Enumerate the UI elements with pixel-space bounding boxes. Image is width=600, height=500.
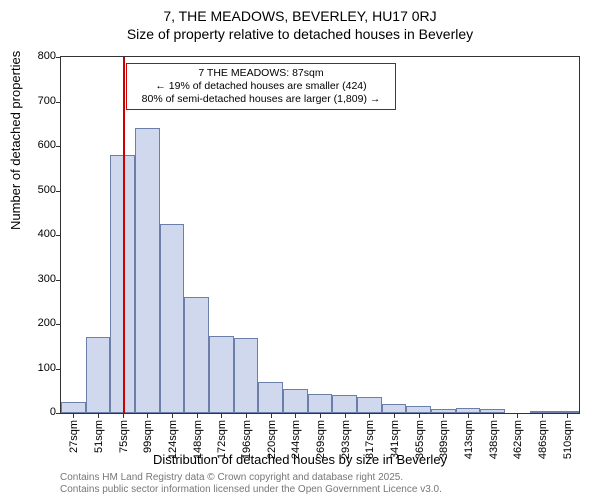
x-tick (295, 413, 296, 418)
y-tick-label: 200 (38, 317, 56, 329)
x-tick (123, 413, 124, 418)
x-tick-label: 148sqm (192, 420, 204, 459)
x-tick-label: 172sqm (216, 420, 228, 459)
y-tick-label: 800 (38, 50, 56, 62)
y-tick-label: 700 (38, 95, 56, 107)
x-tick (517, 413, 518, 418)
histogram-bar (86, 337, 111, 413)
histogram-bar (332, 395, 357, 413)
x-tick (98, 413, 99, 418)
x-tick (172, 413, 173, 418)
annotation-line: 7 THE MEADOWS: 87sqm (133, 67, 389, 80)
histogram-bar (258, 382, 283, 413)
x-tick (147, 413, 148, 418)
x-tick-label: 51sqm (93, 420, 105, 453)
footer-line1: Contains HM Land Registry data © Crown c… (60, 472, 442, 484)
histogram-bar (135, 128, 160, 413)
x-tick-label: 75sqm (118, 420, 130, 453)
histogram-bar (283, 389, 308, 413)
y-tick (56, 413, 61, 414)
x-tick (221, 413, 222, 418)
x-tick-label: 510sqm (562, 420, 574, 459)
x-tick-label: 27sqm (68, 420, 80, 453)
x-tick-label: 220sqm (266, 420, 278, 459)
y-tick (56, 280, 61, 281)
annotation-box: 7 THE MEADOWS: 87sqm← 19% of detached ho… (126, 63, 396, 110)
x-tick (197, 413, 198, 418)
x-tick (443, 413, 444, 418)
x-tick-label: 438sqm (488, 420, 500, 459)
histogram-bar (382, 404, 407, 413)
y-tick (56, 57, 61, 58)
x-tick (73, 413, 74, 418)
y-tick (56, 235, 61, 236)
y-tick (56, 324, 61, 325)
y-tick-label: 0 (50, 406, 56, 418)
histogram-bar (61, 402, 86, 413)
x-tick (320, 413, 321, 418)
footer-attribution: Contains HM Land Registry data © Crown c… (60, 472, 442, 496)
x-tick-label: 269sqm (315, 420, 327, 459)
x-tick-label: 293sqm (340, 420, 352, 459)
footer-line2: Contains public sector information licen… (60, 484, 442, 496)
property-marker-line (123, 57, 125, 413)
x-tick-label: 99sqm (142, 420, 154, 453)
x-tick-label: 196sqm (241, 420, 253, 459)
x-tick-label: 244sqm (290, 420, 302, 459)
y-tick (56, 369, 61, 370)
y-tick (56, 102, 61, 103)
x-tick-label: 486sqm (537, 420, 549, 459)
histogram-plot: 7 THE MEADOWS: 87sqm← 19% of detached ho… (60, 56, 580, 414)
histogram-bar (184, 297, 209, 413)
y-tick-label: 300 (38, 273, 56, 285)
x-tick (419, 413, 420, 418)
x-tick-label: 413sqm (463, 420, 475, 459)
y-axis-label: Number of detached properties (8, 51, 23, 230)
x-tick-label: 341sqm (389, 420, 401, 459)
x-tick-label: 462sqm (512, 420, 524, 459)
x-tick (369, 413, 370, 418)
histogram-bar (234, 338, 259, 413)
y-tick (56, 146, 61, 147)
histogram-bar (160, 224, 185, 413)
x-tick (246, 413, 247, 418)
x-tick (271, 413, 272, 418)
x-tick-label: 389sqm (438, 420, 450, 459)
annotation-line: ← 19% of detached houses are smaller (42… (133, 80, 389, 93)
annotation-line: 80% of semi-detached houses are larger (… (133, 93, 389, 106)
title-address: 7, THE MEADOWS, BEVERLEY, HU17 0RJ (0, 0, 600, 24)
histogram-bar (209, 336, 234, 413)
x-tick-label: 317sqm (364, 420, 376, 459)
x-tick (493, 413, 494, 418)
histogram-bar (308, 394, 333, 413)
y-tick-label: 400 (38, 228, 56, 240)
histogram-bar (406, 406, 431, 413)
x-tick (394, 413, 395, 418)
y-tick-label: 500 (38, 184, 56, 196)
y-tick (56, 191, 61, 192)
x-tick (542, 413, 543, 418)
x-tick (345, 413, 346, 418)
y-tick-label: 100 (38, 362, 56, 374)
x-tick (468, 413, 469, 418)
title-subtitle: Size of property relative to detached ho… (0, 24, 600, 42)
x-tick-label: 124sqm (167, 420, 179, 459)
y-tick-label: 600 (38, 139, 56, 151)
x-tick (567, 413, 568, 418)
histogram-bar (357, 397, 382, 413)
x-tick-label: 365sqm (414, 420, 426, 459)
